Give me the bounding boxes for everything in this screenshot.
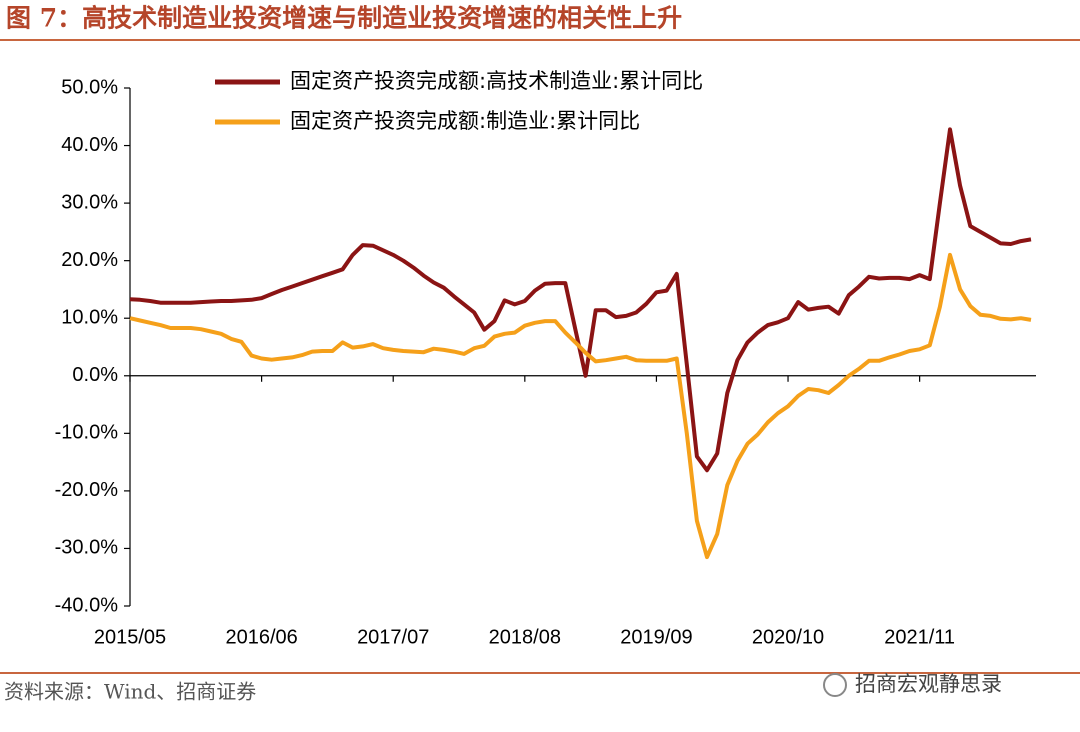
watermark-icon xyxy=(823,673,847,697)
y-tick-label: -40.0% xyxy=(55,594,119,616)
chart-title: 图 7：高技术制造业投资增速与制造业投资增速的相关性上升 xyxy=(6,4,682,33)
x-tick-label: 2015/05 xyxy=(94,626,166,648)
series-line xyxy=(129,252,1032,560)
y-tick-label: 0.0% xyxy=(72,364,118,386)
series-line xyxy=(129,127,1032,473)
x-tick-label: 2016/06 xyxy=(225,626,297,648)
y-tick-label: -30.0% xyxy=(55,537,119,559)
legend-label: 固定资产投资完成额:高技术制造业:累计同比 xyxy=(290,69,703,93)
y-tick-label: 20.0% xyxy=(61,249,118,271)
y-tick-label: 10.0% xyxy=(61,307,118,329)
legend-label: 固定资产投资完成额:制造业:累计同比 xyxy=(290,109,640,133)
watermark: 招商宏观静思录 xyxy=(855,672,1002,696)
y-tick-label: 50.0% xyxy=(61,76,118,98)
x-tick-label: 2021/11 xyxy=(884,626,955,648)
x-tick-label: 2020/10 xyxy=(752,626,824,648)
y-tick-label: -10.0% xyxy=(55,422,119,444)
x-tick-label: 2017/07 xyxy=(357,626,429,648)
x-tick-label: 2018/08 xyxy=(489,626,561,648)
y-tick-label: 30.0% xyxy=(61,191,118,213)
source: 资料来源：Wind、招商证券 xyxy=(4,680,256,704)
y-tick-label: 40.0% xyxy=(61,134,118,156)
y-tick-label: -20.0% xyxy=(55,479,119,501)
x-tick-label: 2019/09 xyxy=(620,626,692,648)
